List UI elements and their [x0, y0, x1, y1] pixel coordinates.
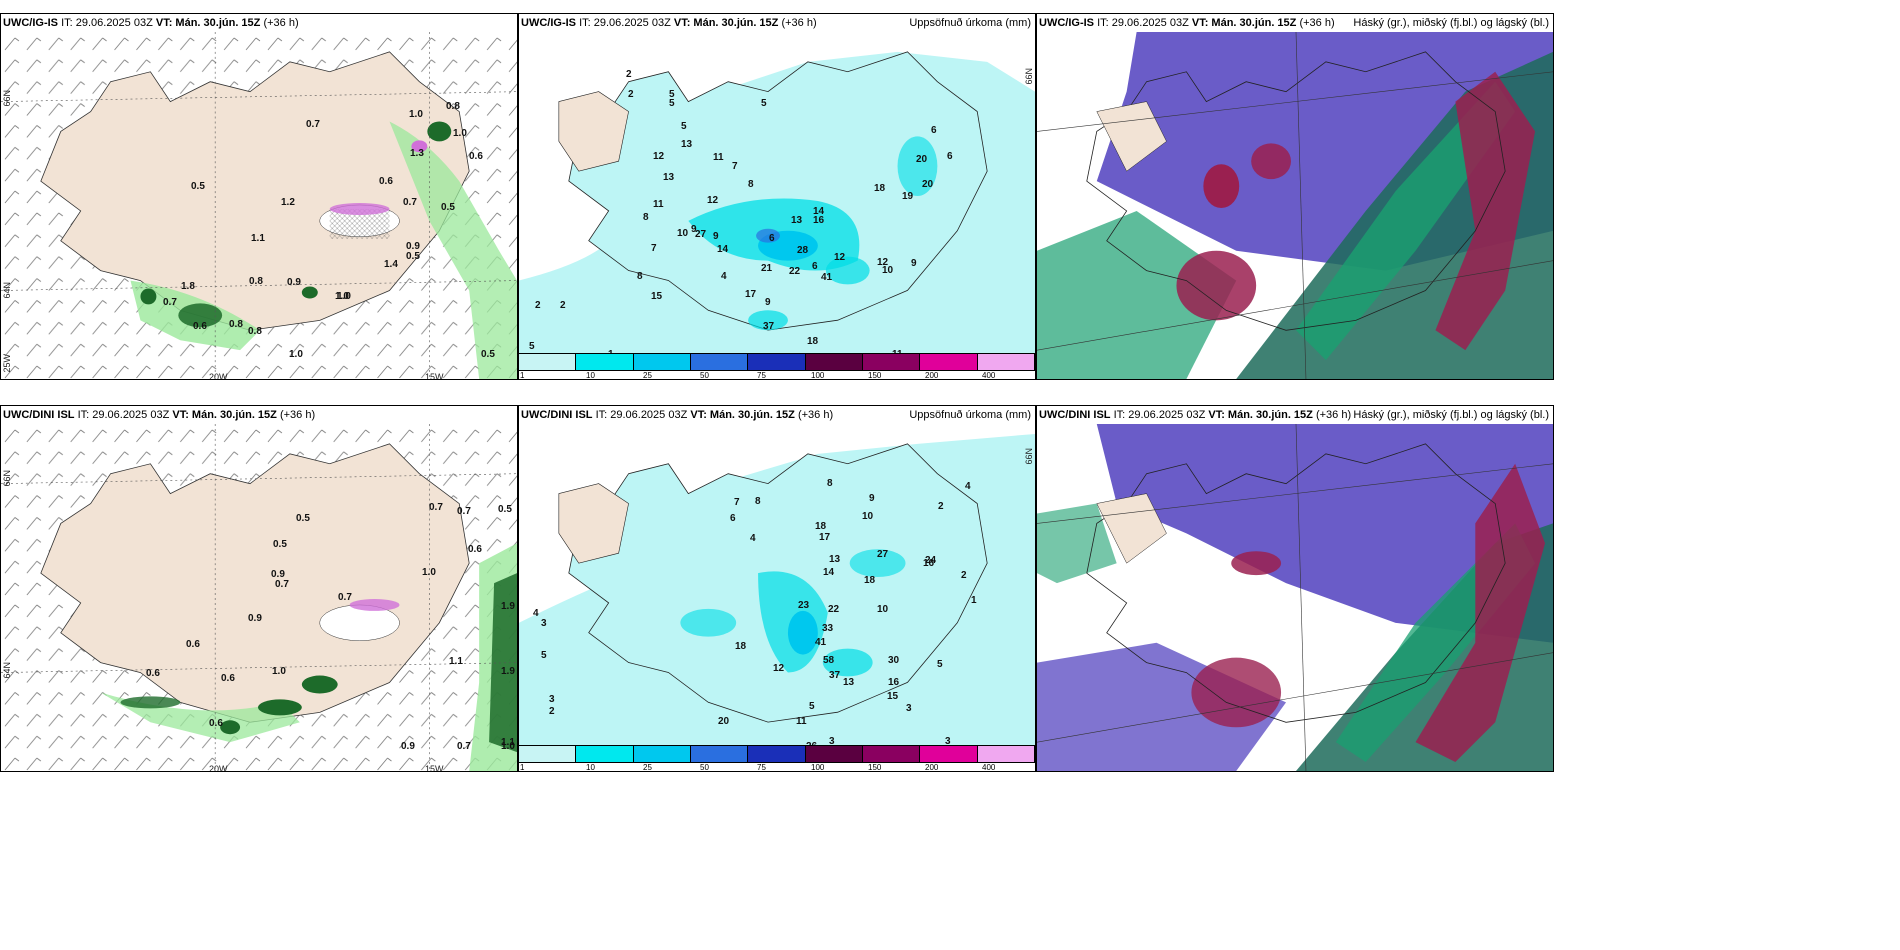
lat-label: 66N [1024, 68, 1034, 85]
lon-label: 20W [209, 764, 228, 772]
model-name: UWC/DINI ISL [3, 409, 75, 421]
legend-tick: 100 [811, 763, 825, 772]
legend-swatch [977, 354, 1035, 370]
valid-time: VT: Mán. 30.jún. 15Z [172, 409, 277, 421]
panel-header: UWC/DINI ISL IT: 29.06.2025 03Z VT: Mán.… [521, 409, 833, 421]
panel-header: UWC/IG-IS IT: 29.06.2025 03Z VT: Mán. 30… [3, 17, 299, 29]
init-time: IT: 29.06.2025 03Z [1113, 409, 1209, 421]
legend-tick: 10 [586, 763, 595, 772]
legend-tick: 150 [868, 371, 882, 380]
init-time: IT: 29.06.2025 03Z [1097, 17, 1192, 29]
lead-time: (+36 h) [797, 409, 834, 421]
valid-time: VT: Mán. 30.jún. 15Z [1208, 409, 1313, 421]
lat-label: 66N [1024, 448, 1034, 465]
map-clouds [1037, 424, 1553, 771]
panel-precip-igis: UWC/IG-IS IT: 29.06.2025 03Z VT: Mán. 30… [518, 13, 1036, 380]
legend-bar [519, 745, 1035, 763]
legend-tick: 400 [982, 763, 996, 772]
model-name: UWC/IG-IS [1039, 17, 1094, 29]
panel-clouds-igis: UWC/IG-IS IT: 29.06.2025 03Z VT: Mán. 30… [1036, 13, 1554, 380]
lat-label: 66N [2, 470, 12, 487]
lon-label: 15W [425, 764, 444, 772]
panel-header: UWC/DINI ISL IT: 29.06.2025 03Z VT: Mán.… [3, 409, 315, 421]
legend-ticks: 1 10 25 50 75 100 150 200 400 [519, 371, 1035, 380]
legend-tick: 50 [700, 763, 709, 772]
legend-tick: 1 [520, 371, 525, 380]
legend-swatch [633, 354, 691, 370]
precip-legend: 1 10 25 50 75 100 150 200 400 [519, 745, 1035, 771]
legend-tick: 1 [520, 763, 525, 772]
legend-tick: 25 [643, 763, 652, 772]
init-time: IT: 29.06.2025 03Z [579, 17, 674, 29]
legend-tick: 200 [925, 371, 939, 380]
panel-wind-dini: UWC/DINI ISL IT: 29.06.2025 03Z VT: Mán.… [0, 405, 518, 772]
legend-swatch [576, 354, 634, 370]
model-name: UWC/DINI ISL [521, 409, 593, 421]
lead-time: (+36 h) [279, 409, 316, 421]
lat-label: 66N [2, 90, 12, 107]
legend-swatch [690, 354, 749, 370]
legend-swatch [805, 746, 863, 762]
legend-swatch [805, 354, 863, 370]
legend-swatch [920, 354, 978, 370]
lat-label: 64N [2, 662, 12, 679]
lead-time: (+36 h) [263, 17, 299, 29]
lon-label: 15W [425, 372, 444, 380]
legend-tick: 25 [643, 371, 652, 380]
legend-bar [519, 353, 1035, 371]
init-time: IT: 29.06.2025 03Z [61, 17, 156, 29]
init-time: IT: 29.06.2025 03Z [595, 409, 691, 421]
map-precip [519, 32, 1035, 353]
panel-field-title: Háský (gr.), miðský (fj.bl.) og lágský (… [1353, 17, 1549, 29]
legend-swatch [862, 354, 921, 370]
valid-time: VT: Mán. 30.jún. 15Z [155, 17, 261, 29]
legend-swatch [748, 746, 806, 762]
panel-field-title: Uppsöfnuð úrkoma (mm) [909, 409, 1031, 421]
legend-swatch [920, 746, 978, 762]
legend-tick: 75 [757, 763, 766, 772]
panel-field-title: Uppsöfnuð úrkoma (mm) [909, 17, 1031, 29]
model-name: UWC/IG-IS [3, 17, 58, 29]
legend-swatch [690, 746, 749, 762]
legend-swatch [748, 354, 806, 370]
legend-tick: 100 [811, 371, 825, 380]
lon-label: 20W [209, 372, 228, 380]
legend-tick: 150 [868, 763, 882, 772]
panel-header: UWC/IG-IS IT: 29.06.2025 03Z VT: Mán. 30… [1039, 17, 1335, 29]
model-name: UWC/IG-IS [521, 17, 576, 29]
legend-swatch [519, 354, 577, 370]
legend-swatch [633, 746, 691, 762]
legend-tick: 50 [700, 371, 709, 380]
lat-label: 25W [2, 354, 12, 373]
lead-time: (+36 h) [1315, 409, 1352, 421]
lead-time: (+36 h) [781, 17, 817, 29]
legend-swatch [576, 746, 634, 762]
map-wind-rain [1, 32, 517, 379]
valid-time: VT: Mán. 30.jún. 15Z [1191, 17, 1297, 29]
panel-precip-dini: UWC/DINI ISL IT: 29.06.2025 03Z VT: Mán.… [518, 405, 1036, 772]
lat-label: 64N [2, 282, 12, 299]
map-wind-rain [1, 424, 517, 771]
legend-swatch [862, 746, 921, 762]
precip-legend: 1 10 25 50 75 100 150 200 400 [519, 353, 1035, 379]
panel-clouds-dini: UWC/DINI ISL IT: 29.06.2025 03Z VT: Mán.… [1036, 405, 1554, 772]
panel-header: UWC/DINI ISL IT: 29.06.2025 03Z VT: Mán.… [1039, 409, 1351, 421]
legend-tick: 10 [586, 371, 595, 380]
legend-swatch [977, 746, 1035, 762]
legend-tick: 200 [925, 763, 939, 772]
legend-swatch [519, 746, 577, 762]
legend-tick: 400 [982, 371, 996, 380]
valid-time: VT: Mán. 30.jún. 15Z [673, 17, 779, 29]
init-time: IT: 29.06.2025 03Z [77, 409, 173, 421]
panel-field-title: Háský (gr.), miðský (fj.bl.) og lágský (… [1353, 409, 1549, 421]
legend-tick: 75 [757, 371, 766, 380]
map-clouds [1037, 32, 1553, 379]
valid-time: VT: Mán. 30.jún. 15Z [690, 409, 795, 421]
model-name: UWC/DINI ISL [1039, 409, 1111, 421]
legend-ticks: 1 10 25 50 75 100 150 200 400 [519, 763, 1035, 772]
map-precip [519, 424, 1035, 745]
panel-wind-igis: UWC/IG-IS IT: 29.06.2025 03Z VT: Mán. 30… [0, 13, 518, 380]
panel-header: UWC/IG-IS IT: 29.06.2025 03Z VT: Mán. 30… [521, 17, 817, 29]
lead-time: (+36 h) [1299, 17, 1335, 29]
